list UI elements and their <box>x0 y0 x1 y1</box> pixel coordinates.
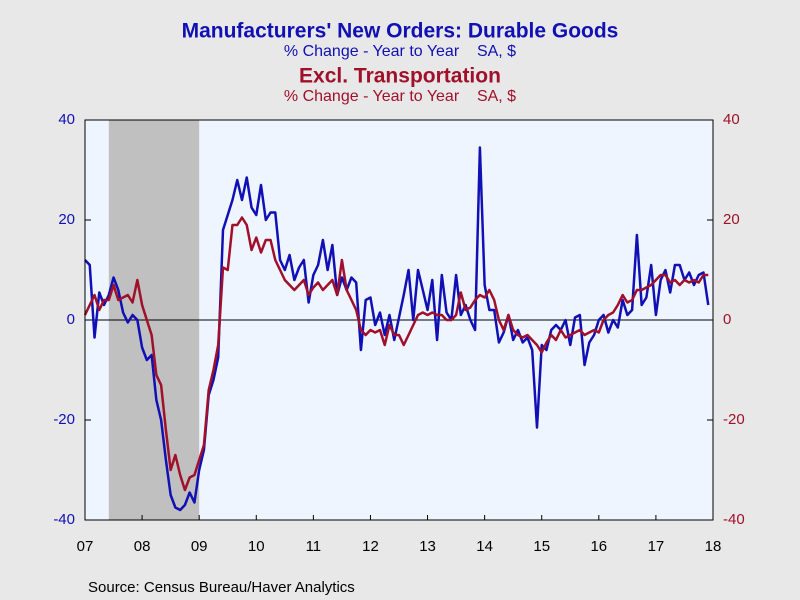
y-tick-label: -20 <box>53 411 75 428</box>
y-tick-label: 0 <box>67 311 75 328</box>
chart-subtitle: % Change - Year to Year SA, $ <box>284 43 516 60</box>
x-tick-label: 08 <box>134 538 151 555</box>
chart-subtitle-2: % Change - Year to Year SA, $ <box>284 88 516 105</box>
x-tick-label: 16 <box>590 538 607 555</box>
chart-title-2: Excl. Transportation <box>299 65 501 88</box>
chart-title: Manufacturers' New Orders: Durable Goods <box>182 20 619 43</box>
x-tick-label: 09 <box>191 538 208 555</box>
x-tick-label: 12 <box>362 538 379 555</box>
source: Source: Census Bureau/Haver Analytics <box>88 579 355 596</box>
x-tick-label: 18 <box>705 538 722 555</box>
x-tick-label: 17 <box>648 538 665 555</box>
x-tick-label: 10 <box>248 538 265 555</box>
x-tick-label: 07 <box>77 538 94 555</box>
x-tick-label: 11 <box>306 538 322 555</box>
x-tick-label: 15 <box>533 538 550 555</box>
x-tick-label: 14 <box>476 538 493 555</box>
y2-tick-label: -20 <box>723 411 745 428</box>
x-tick-label: 13 <box>419 538 436 555</box>
y2-tick-label: 20 <box>723 211 740 228</box>
series-line <box>83 216 709 492</box>
y2-tick-label: 0 <box>723 311 731 328</box>
y-tick-label: 20 <box>58 211 75 228</box>
y2-tick-label: -40 <box>723 511 745 528</box>
y-tick-label: 40 <box>58 111 75 128</box>
y-tick-label: -40 <box>53 511 75 528</box>
plot-frame <box>84 119 714 521</box>
y2-tick-label: 40 <box>723 111 740 128</box>
